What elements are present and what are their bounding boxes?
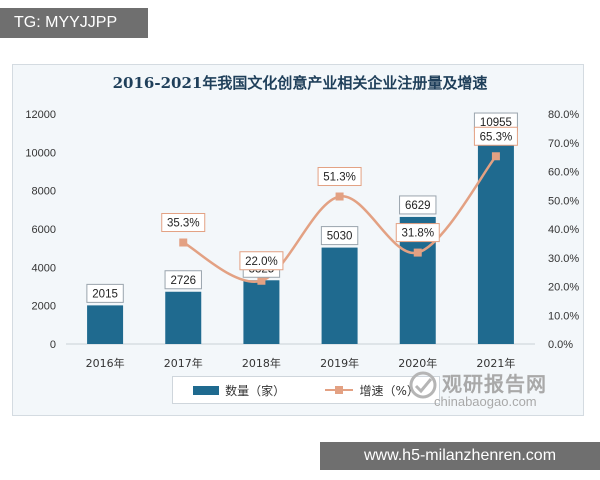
growth-marker: [491, 152, 500, 161]
growth-value-label-box: [161, 213, 206, 233]
bar-value-label-text: 2726: [170, 275, 196, 287]
chart-legend: 数量（家） 增速（%）: [172, 376, 440, 404]
growth-marker: [335, 192, 344, 201]
y-right-tick-label: 60.0%: [548, 167, 579, 179]
growth-value-label-text: 22.0%: [245, 256, 278, 268]
growth-value-label: 31.8%: [395, 223, 440, 243]
y-left-tick-label: 2000: [32, 301, 56, 313]
growth-value-label-box: [317, 167, 362, 187]
watermark-url: www.h5-milanzhenren.com: [320, 442, 600, 470]
x-tick-label: 2020年: [398, 356, 437, 370]
chart-title: 2016-2021年我国文化创意产业相关企业注册量及增速: [112, 74, 488, 92]
y-left-tick-label: 0: [50, 339, 56, 351]
bar-count: [321, 247, 358, 344]
growth-value-label-box: [239, 251, 284, 271]
y-left-tick-label: 4000: [32, 262, 56, 274]
y-right-tick-label: 50.0%: [548, 195, 579, 207]
brand-url: chinabaogao.com: [434, 394, 537, 409]
chart-axes: 0 2000 4000 6000 8000 10000 12000 0.0% 10.0% 20.0…: [25, 109, 579, 370]
y-left-tick-label: 8000: [32, 186, 56, 198]
bar-count: [243, 280, 280, 344]
y-right-tick-label: 40.0%: [548, 224, 579, 236]
brand-logo-icon: [409, 371, 437, 399]
growth-value-label: 35.3%: [161, 213, 206, 233]
bar-value-label-box: [399, 195, 437, 215]
growth-marker: [179, 238, 188, 247]
bar-value-label-text: 10955: [480, 117, 512, 129]
y-right-tick-label: 0.0%: [548, 339, 573, 351]
brand-name: 观研报告网: [442, 372, 547, 396]
chart-line: [179, 152, 500, 285]
x-tick-label: 2017年: [164, 356, 203, 370]
y-left-tick-label: 10000: [25, 147, 56, 159]
bar-value-label-text: 2015: [92, 288, 118, 300]
growth-value-label: 22.0%: [239, 251, 284, 271]
bar-value-label-box: [320, 226, 359, 246]
y-left-tick-label: 12000: [25, 109, 56, 121]
bar-value-label-box: [164, 270, 202, 290]
y-right-tick-label: 30.0%: [548, 253, 579, 265]
y-right-tick-label: 70.0%: [548, 138, 579, 150]
legend-label-count: 数量（家）: [225, 383, 286, 398]
bar-count: [87, 305, 124, 344]
brand-logo: 观研报告网 chinabaogao.com: [408, 366, 578, 412]
legend-label-growth: 增速（%）: [359, 383, 419, 398]
growth-value-label-text: 65.3%: [480, 131, 513, 143]
growth-marker: [257, 276, 266, 285]
growth-value-label: 65.3%: [473, 126, 518, 146]
growth-value-label-box: [473, 126, 518, 146]
top-tag: TG: MYYJJPP: [0, 8, 148, 38]
bar-value-label: 6629: [399, 195, 437, 215]
growth-value-label-text: 51.3%: [323, 172, 356, 184]
legend-bar-swatch: [193, 385, 220, 395]
growth-value-label: 51.3%: [317, 167, 362, 187]
legend-item-growth: 增速（%）: [325, 382, 419, 399]
legend-item-count: 数量（家）: [193, 382, 285, 399]
chart-labels: 201527263325503066291095535.3%22.0%51.3%…: [86, 112, 518, 303]
bar-value-label-text: 6629: [405, 200, 431, 212]
x-tick-label: 2018年: [242, 356, 281, 370]
growth-marker: [413, 248, 422, 257]
bar-count: [477, 134, 514, 344]
y-right-tick-label: 20.0%: [548, 282, 579, 294]
y-left-tick-label: 6000: [32, 224, 56, 236]
y-right-tick-label: 10.0%: [548, 310, 579, 322]
x-tick-label: 2019年: [320, 356, 359, 370]
bar-value-label-text: 5030: [327, 231, 353, 243]
bar-count: [165, 291, 202, 344]
bar-value-label: 5030: [320, 226, 359, 246]
legend-line-swatch: [325, 385, 354, 395]
bar-value-label: 2015: [86, 283, 124, 303]
growth-value-label-box: [395, 223, 440, 243]
y-right-tick-label: 80.0%: [548, 109, 579, 121]
growth-value-label-text: 31.8%: [401, 228, 434, 240]
x-tick-label: 2021年: [476, 356, 515, 370]
bar-value-label-box: [86, 283, 124, 303]
x-tick-label: 2016年: [86, 356, 125, 370]
bar-value-label: 10955: [473, 112, 518, 132]
growth-value-label-text: 35.3%: [167, 218, 200, 230]
bar-value-label: 2726: [164, 270, 202, 290]
